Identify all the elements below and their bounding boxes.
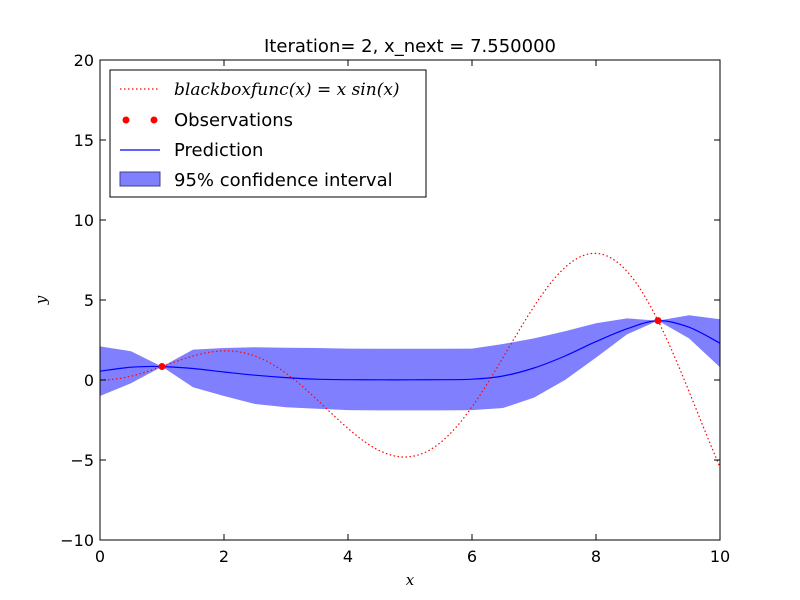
observation-point xyxy=(158,363,166,371)
legend-swatch-observations-1 xyxy=(122,116,130,124)
chart-title: Iteration= 2, x_next = 7.550000 xyxy=(264,36,556,57)
y-tick-label: 5 xyxy=(84,291,94,310)
x-tick-label: 10 xyxy=(710,547,730,566)
y-tick-label: 10 xyxy=(74,211,94,230)
blackbox-function-line xyxy=(100,252,720,468)
legend-swatch-observations-2 xyxy=(150,116,158,124)
y-tick-label: 15 xyxy=(74,131,94,150)
y-tick-label: −5 xyxy=(70,451,94,470)
x-tick-label: 8 xyxy=(591,547,601,566)
y-axis-label: y xyxy=(32,295,50,305)
confidence-band xyxy=(100,315,720,411)
observation-point xyxy=(654,317,662,325)
x-axis-label: x xyxy=(406,571,415,589)
y-tick-label: 0 xyxy=(84,371,94,390)
axis-ticks: 0 2 4 6 8 10 −10 −5 0 5 10 15 20 xyxy=(60,51,730,566)
x-tick-label: 6 xyxy=(467,547,477,566)
y-tick-label: −10 xyxy=(60,531,94,550)
x-tick-label: 2 xyxy=(219,547,229,566)
prediction-line xyxy=(100,319,720,381)
legend: blackboxfunc(x) = x sin(x) Observations … xyxy=(109,69,427,198)
x-tick-label: 4 xyxy=(343,547,353,566)
y-tick-label: 20 xyxy=(74,51,94,70)
x-tick-label: 0 xyxy=(95,547,105,566)
legend-label-observations: Observations xyxy=(174,110,293,131)
legend-label-confidence: 95% confidence interval xyxy=(174,170,393,191)
legend-label-blackbox: blackboxfunc(x) = x sin(x) xyxy=(174,80,400,100)
legend-label-prediction: Prediction xyxy=(174,140,263,161)
legend-frame xyxy=(109,69,427,198)
plot-area xyxy=(100,252,720,468)
legend-swatch-confidence xyxy=(119,171,161,187)
